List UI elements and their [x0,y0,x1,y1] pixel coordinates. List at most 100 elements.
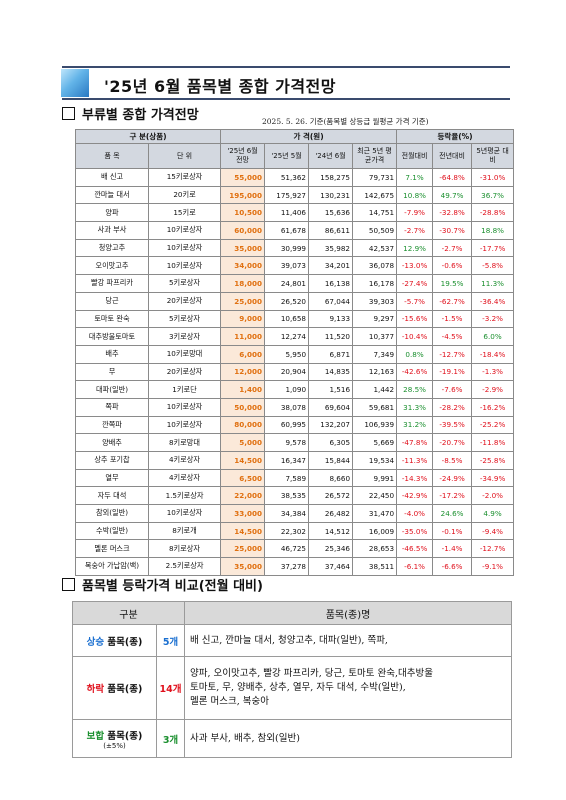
unit-cell: 10키로상자 [147,504,222,523]
table-row: 배 신고 15키로상자 55,000 51,362 158,275 79,731 7.1% -… [75,168,515,187]
date-note: 2025. 5. 26. 기준(품목별 상등급 월평균 가격 기준) [262,117,429,126]
avg5-cell: 1,442 [352,380,398,399]
may25-cell: 34,384 [264,504,310,523]
mom-rate-cell: -15.6% [396,309,434,329]
table-header-row-2: 품 목 단 위 '25년 6월 전망 '25년 5월 '24년 6월 최근 5년… [75,143,515,169]
yoy-rate-cell: 24.6% [432,504,473,523]
may25-cell: 22,302 [264,521,310,541]
vs5-rate-cell: -12.7% [471,539,515,559]
down-items: 양파, 오이맛고추, 빨강 파프리카, 당근, 토마토 완숙,대추방울 토마토,… [184,656,512,720]
yoy-rate-cell: -24.9% [432,468,473,488]
item-cell: 상추 포기찹 [75,451,149,470]
may25-cell: 46,725 [264,539,310,559]
table-row: 상추 포기찹 4키로상자 14,500 16,347 15,844 19,534 -11.3… [75,451,515,470]
unit-cell: 15키로 [147,203,222,223]
up-items: 배 신고, 깐마늘 대서, 청양고추, 대파(일반), 쪽파, [184,624,512,657]
title-bar: '25년 6월 품목별 종합 가격전망 [61,66,510,100]
jun-forecast-cell: 1,400 [220,380,266,399]
section2-title: 품목별 등락가격 비교(전월 대비) [82,579,263,594]
yoy-rate-cell: -12.7% [432,344,473,364]
unit-cell: 1키로단 [147,380,222,399]
yoy-rate-cell: -62.7% [432,291,473,311]
may25-cell: 60,995 [264,415,310,435]
up-word: 상승 [86,636,105,648]
unit-cell: 4키로상자 [147,468,222,488]
header-avg5: 최근 5년 평균가격 [352,143,398,169]
vs5-rate-cell: -11.8% [471,433,515,452]
table-row: 수박(일반) 8키로개 14,500 22,302 14,512 16,009 -35.0%… [75,521,515,541]
price-table: 구 분(상품) 가 격(원) 등락율(%) 품 목 단 위 '25년 6월 전망… [74,129,515,576]
table-row: 무 20키로상자 12,000 20,904 14,835 12,163 -42.6% -19… [75,362,515,382]
table-row: 토마토 완숙 5키로상자 9,000 10,658 9,133 9,297 -15.6% -1… [75,309,515,329]
section2-heading: 품목별 등락가격 비교(전월 대비) [62,575,263,594]
flat-label: 보합 품목(종) (±5%) [72,719,157,758]
table-row: 당근 20키로상자 25,000 26,520 67,044 39,303 -5.7% -62… [75,291,515,311]
item-cell: 깐쪽파 [75,415,149,435]
may25-cell: 30,999 [264,238,310,258]
table-row: 복숭아 가납암(백) 2.5키로상자 35,000 37,278 37,464 38,51… [75,557,515,576]
table-header-row-1: 구 분(상품) 가 격(원) 등락율(%) [74,129,515,144]
avg5-cell: 16,009 [352,521,398,541]
down-word: 하락 [86,684,105,695]
header-unit: 단 위 [147,143,222,169]
may25-cell: 5,950 [264,344,310,364]
item-cell: 대추방울토마토 [75,327,149,346]
jun-forecast-cell: 6,000 [220,344,266,364]
mom-rate-cell: -27.4% [396,274,434,293]
vs5-rate-cell: 6.0% [471,327,515,346]
jun-forecast-cell: 33,000 [220,504,266,523]
avg5-cell: 39,303 [352,291,398,311]
jun-forecast-cell: 14,500 [220,521,266,541]
yoy-rate-cell: 19.5% [432,274,473,293]
mom-rate-cell: -4.0% [396,504,434,523]
may25-cell: 9,578 [264,433,310,452]
jun-forecast-cell: 25,000 [220,539,266,559]
jun24-cell: 25,346 [308,539,354,559]
vs5-rate-cell: -28.8% [471,203,515,223]
mom-rate-cell: -5.7% [396,291,434,311]
jun-forecast-cell: 6,500 [220,468,266,488]
unit-cell: 2.5키로상자 [147,557,222,576]
up-label: 상승 품목(종) [72,624,157,657]
mom-rate-cell: 31.2% [396,415,434,435]
may25-cell: 175,927 [264,185,310,205]
vs5-rate-cell: -18.4% [471,344,515,364]
unit-cell: 5키로상자 [147,274,222,293]
flat-rest: 품목(종) [104,730,143,742]
may25-cell: 38,078 [264,397,310,417]
checkbox-square-icon [62,107,75,120]
avg5-cell: 50,509 [352,221,398,240]
vs5-rate-cell: -9.1% [471,557,515,576]
header-jun24: '24년 6월 [308,143,354,169]
header-jun-forecast: '25년 6월 전망 [220,143,266,169]
mom-rate-cell: -11.3% [396,451,434,470]
vs5-rate-cell: -1.3% [471,362,515,382]
jun24-cell: 14,835 [308,362,354,382]
mom-rate-cell: -35.0% [396,521,434,541]
yoy-rate-cell: 49.7% [432,185,473,205]
item-cell: 열무 [75,468,149,488]
vs5-rate-cell: -34.9% [471,468,515,488]
yoy-rate-cell: -0.1% [432,521,473,541]
avg5-cell: 9,297 [352,309,398,329]
table-row: 멜론 머스크 8키로상자 25,000 46,725 25,346 28,653 -46.5… [75,539,515,559]
vs5-rate-cell: -36.4% [471,291,515,311]
down-items-line-3: 멜론 머스크, 복숭아 [190,696,269,707]
jun24-cell: 132,207 [308,415,354,435]
title-square-icon [61,69,89,97]
mom-rate-cell: 7.1% [396,168,434,187]
flat-sub: (±5%) [103,741,126,750]
unit-cell: 8키로망대 [147,433,222,452]
unit-cell: 5키로상자 [147,309,222,329]
mom-rate-cell: -7.9% [396,203,434,223]
flat-items: 사과 부사, 배추, 참외(일반) [184,719,512,758]
may25-cell: 16,347 [264,451,310,470]
avg5-cell: 7,349 [352,344,398,364]
may25-cell: 26,520 [264,291,310,311]
item-cell: 빨강 파프리카 [75,274,149,293]
mom-rate-cell: 0.8% [396,344,434,364]
jun24-cell: 1,516 [308,380,354,399]
table-row: 빨강 파프리카 5키로상자 18,000 24,801 16,138 16,178 -27.… [75,274,515,293]
item-cell: 양배추 [75,433,149,452]
yoy-rate-cell: -17.2% [432,486,473,506]
